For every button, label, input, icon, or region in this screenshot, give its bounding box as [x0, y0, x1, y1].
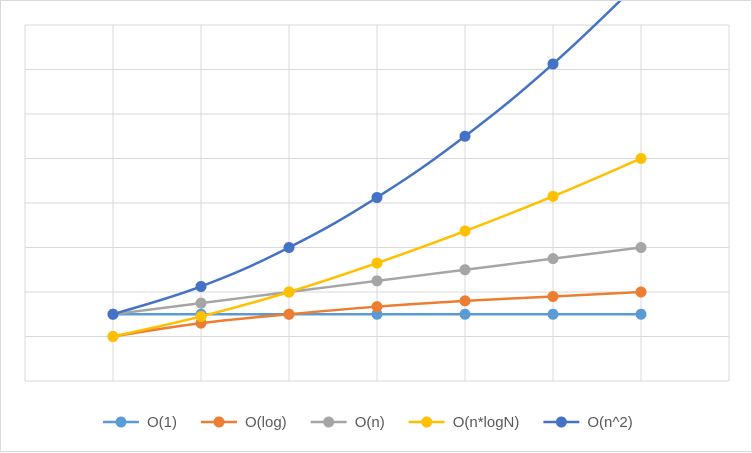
series-O(n^2): [107, 1, 622, 320]
data-point: [283, 286, 295, 298]
data-point: [635, 153, 647, 164]
series-lines: [107, 1, 647, 342]
data-point: [283, 308, 295, 320]
data-point: [195, 280, 207, 292]
data-point: [547, 290, 559, 302]
legend-label: O(log): [245, 414, 287, 431]
legend-item: O(n^2): [543, 414, 633, 431]
legend-marker: [323, 416, 335, 428]
data-point: [371, 301, 383, 313]
series-O(n*logN): [107, 153, 647, 342]
data-point: [459, 264, 471, 276]
legend-marker: [555, 416, 567, 428]
data-point: [459, 130, 471, 142]
legend: O(1) O(log) O(n) O(n*logN) O(n^2): [103, 414, 633, 431]
data-point: [371, 275, 383, 287]
legend-label: O(n): [355, 414, 385, 431]
legend-label: O(n*logN): [453, 414, 520, 431]
data-point: [107, 308, 119, 320]
data-point: [195, 310, 207, 322]
data-point: [195, 297, 207, 309]
data-point: [547, 308, 559, 320]
legend-marker: [115, 416, 127, 428]
legend-item: O(log): [201, 414, 287, 431]
legend-item: O(n): [310, 414, 385, 431]
data-point: [547, 190, 559, 202]
data-point: [459, 308, 471, 320]
data-point: [459, 295, 471, 307]
data-point: [283, 242, 295, 253]
legend-item: O(n*logN): [408, 414, 520, 431]
series-O(log): [107, 286, 647, 342]
legend-label: O(1): [147, 414, 177, 431]
data-point: [635, 286, 647, 298]
data-point: [107, 331, 119, 342]
legend-item: O(1): [103, 414, 177, 431]
data-point: [459, 225, 471, 237]
legend-marker: [213, 416, 225, 428]
data-point: [371, 308, 383, 320]
data-point: [547, 253, 559, 265]
data-point: [547, 58, 559, 70]
data-point: [635, 242, 647, 253]
data-point: [371, 257, 383, 269]
data-point: [371, 191, 383, 203]
gridlines: [24, 24, 730, 382]
data-point: [635, 308, 647, 320]
legend-marker: [421, 416, 433, 428]
legend-label: O(n^2): [587, 414, 632, 431]
